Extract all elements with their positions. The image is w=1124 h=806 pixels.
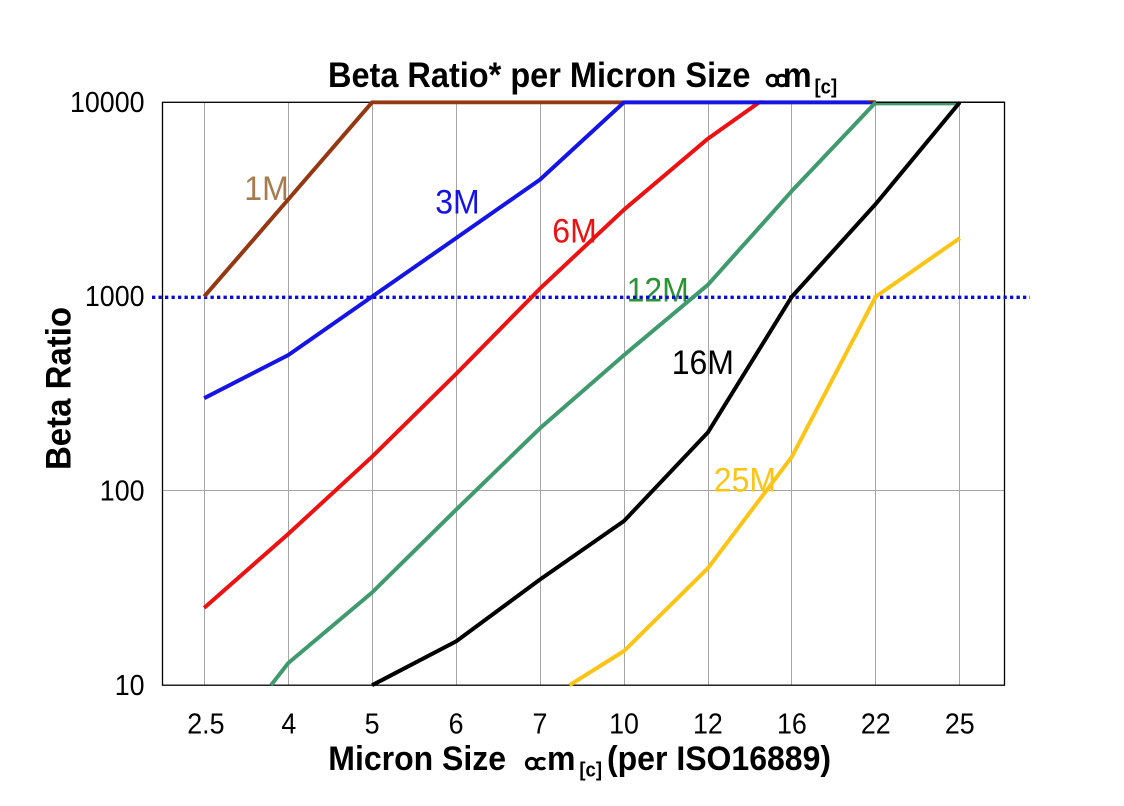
- svg-text:3M: 3M: [435, 184, 479, 222]
- svg-text:Beta Ratio: Beta Ratio: [39, 307, 78, 470]
- svg-text:16: 16: [777, 708, 807, 740]
- svg-text:100: 100: [100, 475, 145, 507]
- svg-text:m: m: [783, 56, 812, 95]
- svg-text:25: 25: [945, 708, 975, 740]
- svg-text:(per ISO16889): (per ISO16889): [607, 740, 831, 778]
- svg-text:1M: 1M: [244, 170, 288, 208]
- svg-text:6M: 6M: [552, 212, 596, 250]
- svg-text:[c]: [c]: [579, 760, 602, 782]
- svg-text:Micron Size: Micron Size: [328, 740, 506, 778]
- svg-text:25M: 25M: [714, 461, 776, 499]
- svg-text:2.5: 2.5: [187, 708, 224, 740]
- svg-text:Beta Ratio* per Micron Size: Beta Ratio* per Micron Size: [328, 56, 750, 95]
- svg-text:5: 5: [365, 708, 380, 740]
- svg-text:16M: 16M: [672, 344, 734, 382]
- svg-text:22: 22: [861, 708, 891, 740]
- svg-text:10000: 10000: [70, 86, 144, 118]
- svg-text:10: 10: [609, 708, 639, 740]
- svg-text:m: m: [547, 740, 575, 778]
- svg-text:12: 12: [693, 708, 723, 740]
- svg-text:[c]: [c]: [815, 77, 838, 99]
- svg-text:7: 7: [533, 708, 548, 740]
- svg-text:1000: 1000: [85, 280, 145, 312]
- svg-text:10: 10: [115, 669, 145, 701]
- svg-text:12M: 12M: [627, 272, 689, 310]
- svg-text:6: 6: [449, 708, 464, 740]
- svg-text:4: 4: [281, 708, 296, 740]
